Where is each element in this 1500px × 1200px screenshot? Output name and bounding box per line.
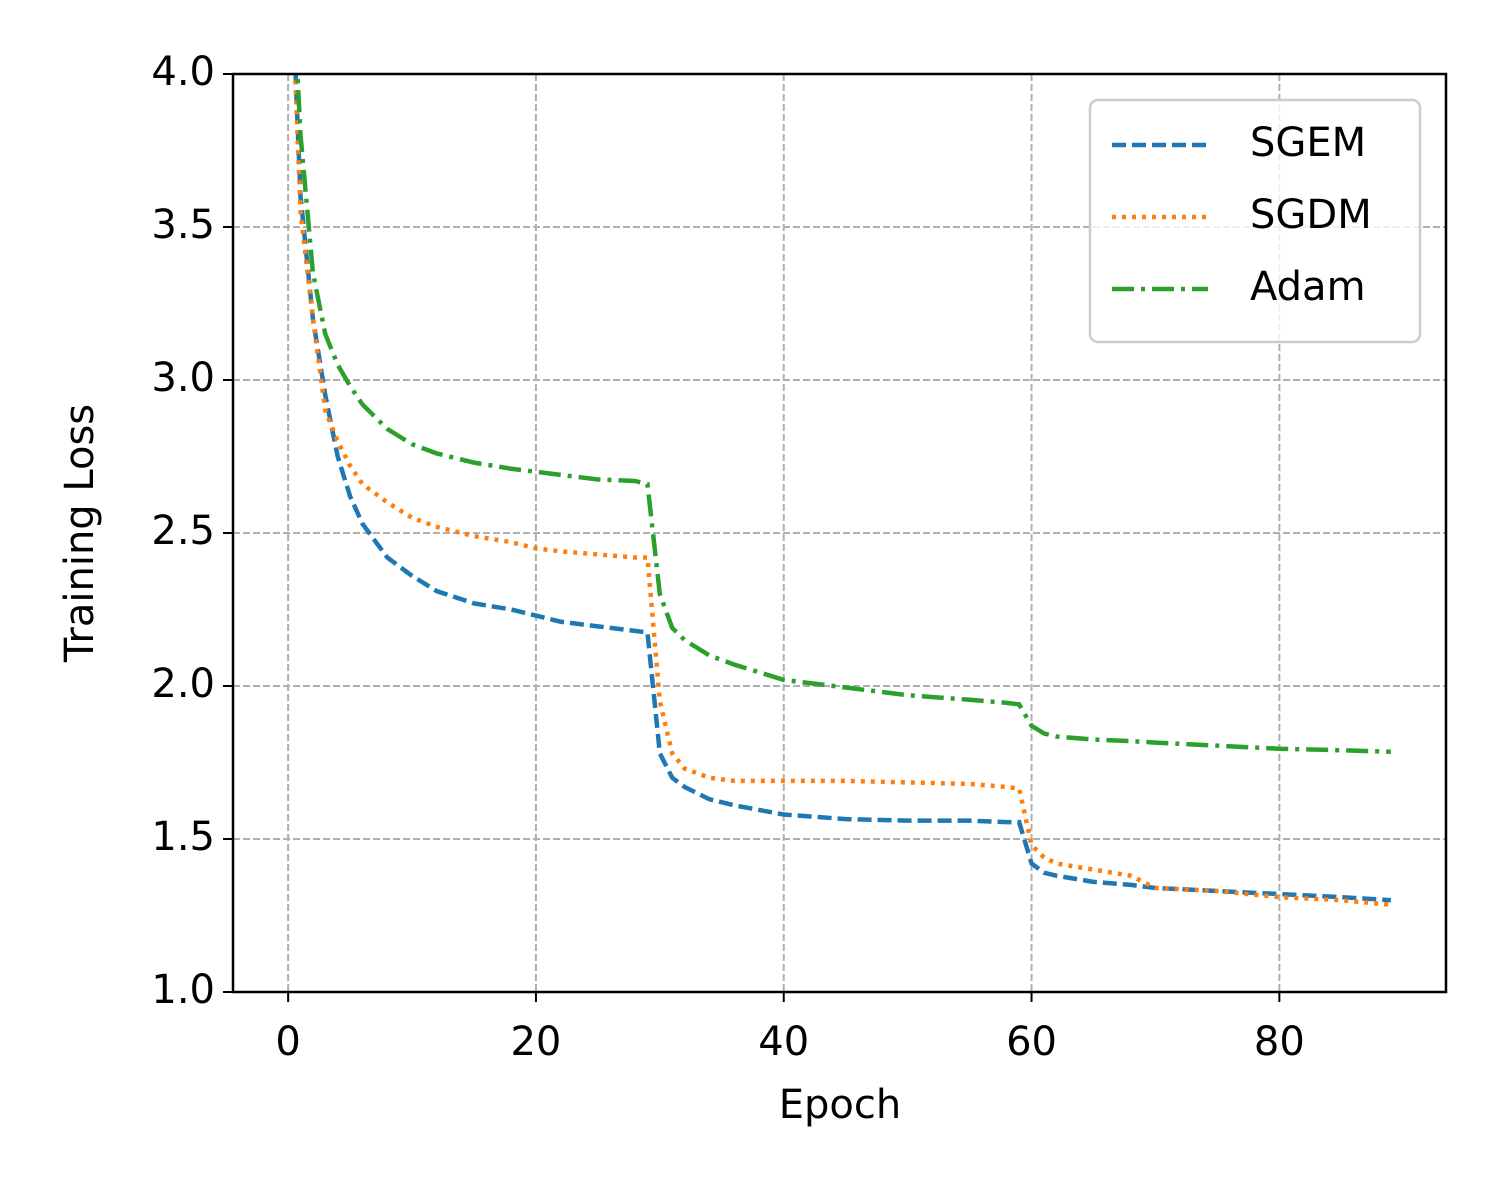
x-tick-label: 0 [275,1019,300,1065]
plot-area [292,74,1392,908]
x-tick-label: 40 [758,1019,809,1065]
x-axis-label: Epoch [779,1082,901,1128]
y-tick-label: 3.5 [151,202,215,248]
y-tick-label: 4.0 [151,49,215,95]
y-tick-label: 3.0 [151,355,215,401]
x-tick-label: 80 [1254,1019,1305,1065]
series-line [295,74,1391,755]
legend-label: SGEM [1250,120,1366,166]
y-tick-label: 1.5 [151,814,215,860]
y-tick-label: 1.0 [151,967,215,1013]
x-tick-label: 60 [1006,1019,1057,1065]
series-line [292,74,1392,908]
series-line [293,74,1391,903]
y-tick-label: 2.0 [151,661,215,707]
legend-label: Adam [1250,264,1366,310]
y-axis-label: Training Loss [57,404,103,663]
x-tick-label: 20 [510,1019,561,1065]
legend-box [1088,98,1422,344]
legend-label: SGDM [1250,192,1372,238]
y-tick-label: 2.5 [151,508,215,554]
plot-frame [231,72,1448,994]
